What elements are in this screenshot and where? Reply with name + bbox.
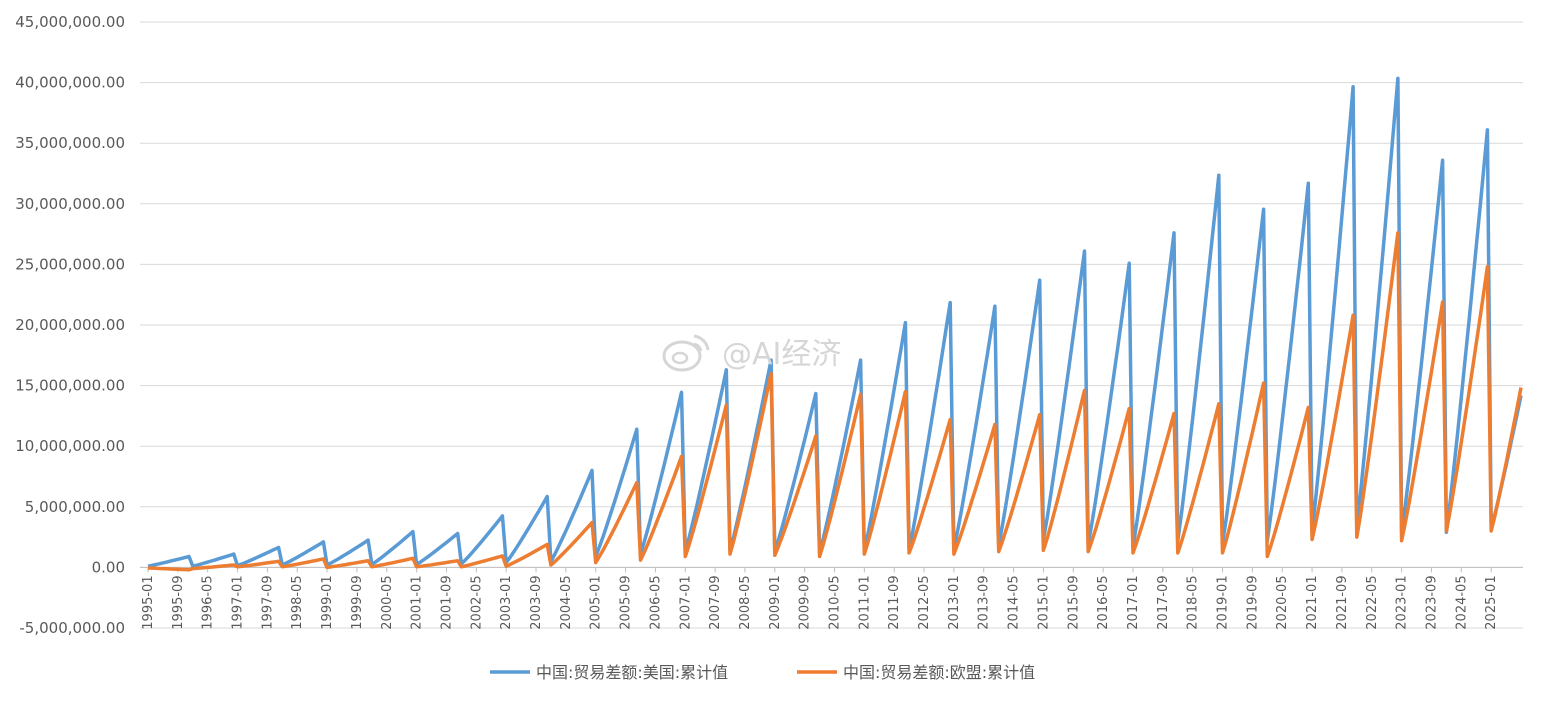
weibo-logo-icon xyxy=(662,334,710,372)
watermark: @AI经济 xyxy=(662,334,841,372)
legend-label-eu: 中国:贸易差额:欧盟:累计值 xyxy=(843,663,1035,682)
series-lines xyxy=(147,76,1523,572)
x-tick-label: 1999-09 xyxy=(350,575,365,629)
x-tick-label: 2005-09 xyxy=(619,575,634,629)
x-tick-label: 2011-01 xyxy=(857,575,872,629)
x-tick-label: 2019-09 xyxy=(1245,575,1260,629)
series-line-us xyxy=(147,76,1523,568)
y-tick-label: 25,000,000.00 xyxy=(15,255,125,273)
watermark-text: @AI经济 xyxy=(722,337,841,372)
x-tick-label: 2008-05 xyxy=(738,575,753,629)
y-tick-label: -5,000,000.00 xyxy=(19,619,125,637)
x-tick-label: 2016-05 xyxy=(1096,575,1111,629)
x-tick-label: 2018-05 xyxy=(1186,575,1201,629)
x-tick-label: 1998-05 xyxy=(290,575,305,629)
x-tick-label: 2001-01 xyxy=(410,575,425,629)
x-tick-label: 1996-05 xyxy=(201,575,216,629)
x-tick-label: 2011-09 xyxy=(887,575,902,629)
x-tick-label: 2023-01 xyxy=(1395,575,1410,629)
x-tick-label: 2001-09 xyxy=(439,575,454,629)
x-tick-label: 2019-01 xyxy=(1216,575,1231,629)
y-tick-label: 5,000,000.00 xyxy=(25,498,125,516)
x-tick-label: 2015-09 xyxy=(1066,575,1081,629)
x-tick-label: 2007-01 xyxy=(678,575,693,629)
x-tick-label: 2013-01 xyxy=(947,575,962,629)
x-tick-label: 2012-05 xyxy=(917,575,932,629)
x-tick-label: 2004-05 xyxy=(559,575,574,629)
x-tick-label: 2023-09 xyxy=(1424,575,1439,629)
y-tick-label: 20,000,000.00 xyxy=(15,316,125,334)
x-tick-label: 2015-01 xyxy=(1036,575,1051,629)
x-tick-label: 2024-05 xyxy=(1454,575,1469,629)
x-tick-label: 2025-01 xyxy=(1484,575,1499,629)
x-tick-label: 1997-01 xyxy=(231,575,246,629)
y-tick-label: 40,000,000.00 xyxy=(15,74,125,92)
x-tick-label: 2000-05 xyxy=(380,575,395,629)
x-tick-label: 2002-05 xyxy=(469,575,484,629)
x-tick-label: 2003-09 xyxy=(529,575,544,629)
x-tick-label: 2009-01 xyxy=(768,575,783,629)
legend: 中国:贸易差额:美国:累计值 中国:贸易差额:欧盟:累计值 xyxy=(490,663,1035,682)
x-tick-label: 2020-05 xyxy=(1275,575,1290,629)
x-tick-label: 2014-05 xyxy=(1007,575,1022,629)
y-tick-label: 35,000,000.00 xyxy=(15,134,125,152)
x-tick-label: 2022-05 xyxy=(1365,575,1380,629)
gridlines xyxy=(140,21,1523,629)
x-tick-label: 2007-09 xyxy=(708,575,723,629)
x-tick-label: 2013-09 xyxy=(977,575,992,629)
x-tick-label: 2017-01 xyxy=(1126,575,1141,629)
x-tick-label: 2003-01 xyxy=(499,575,514,629)
x-tick-label: 2021-01 xyxy=(1305,575,1320,629)
x-tick-label: 2010-05 xyxy=(828,575,843,629)
x-tick-label: 2017-09 xyxy=(1156,575,1171,629)
x-tick-label: 2009-09 xyxy=(798,575,813,629)
y-axis-tick-labels: -5,000,000.00 0.00 5,000,000.00 10,000,000.… xyxy=(15,13,125,637)
y-tick-label: 15,000,000.00 xyxy=(15,377,125,395)
x-tick-label: 1999-01 xyxy=(320,575,335,629)
x-tick-label: 1997-09 xyxy=(260,575,275,629)
y-tick-label: 0.00 xyxy=(92,558,125,576)
y-tick-label: 10,000,000.00 xyxy=(15,437,125,455)
x-axis-tick-labels: 1995-01 1995-09 1996-05 1997-01 1997-09 1998-… xyxy=(141,567,1499,630)
x-tick-label: 2006-05 xyxy=(648,575,663,629)
y-tick-label: 45,000,000.00 xyxy=(15,13,125,31)
series-line-eu xyxy=(147,231,1523,572)
x-tick-label: 2005-01 xyxy=(589,575,604,629)
legend-label-us: 中国:贸易差额:美国:累计值 xyxy=(536,663,728,682)
x-tick-label: 1995-09 xyxy=(171,575,186,629)
x-tick-label: 2021-09 xyxy=(1335,575,1350,629)
y-tick-label: 30,000,000.00 xyxy=(15,195,125,213)
x-tick-label: 1995-01 xyxy=(141,575,156,629)
